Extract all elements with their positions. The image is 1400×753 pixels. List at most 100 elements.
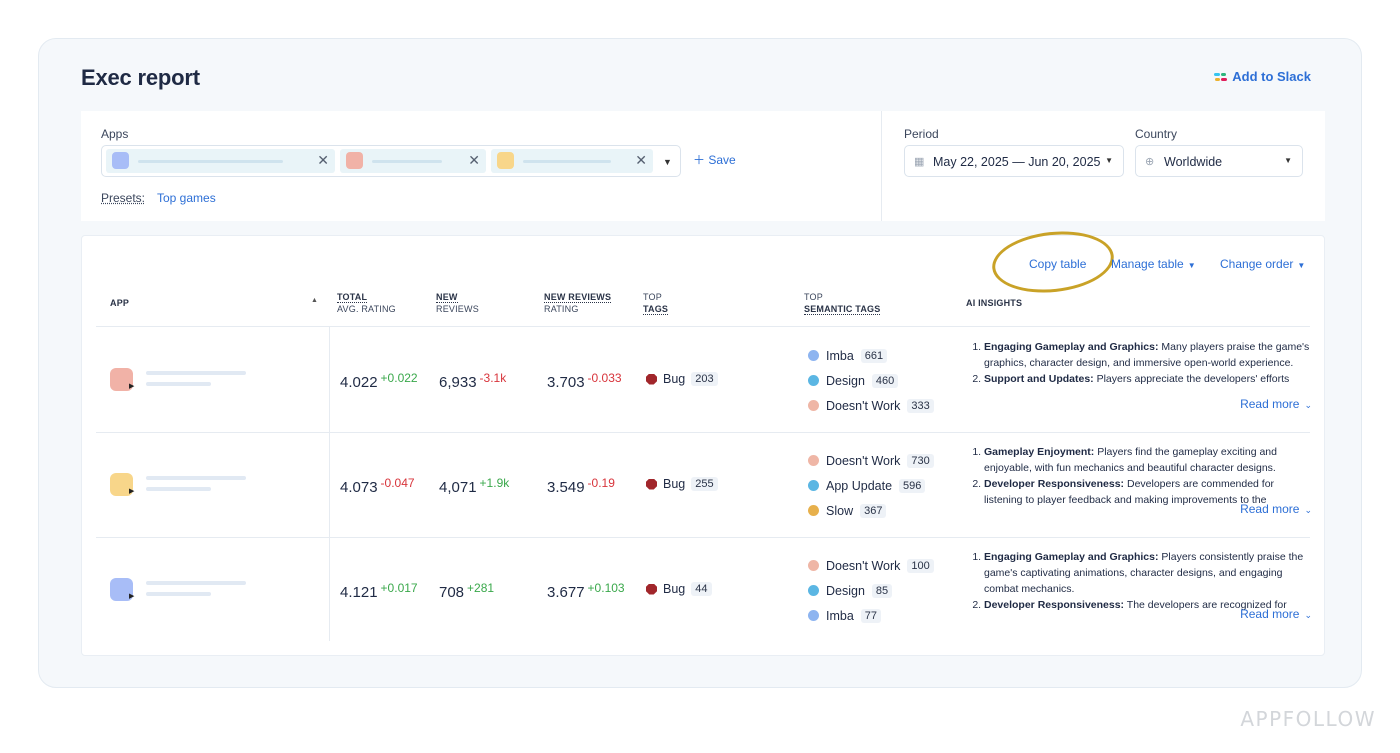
exec-table: Copy table Manage table ▼ Change order ▼ A… (81, 225, 1326, 656)
app-chip: ✕ (340, 149, 486, 173)
semantic-tag[interactable]: Doesn't Work 100 (808, 553, 934, 578)
add-to-slack-label: Add to Slack (1232, 69, 1311, 84)
semantic-tag[interactable]: Doesn't Work 730 (808, 448, 934, 473)
preset-top-games[interactable]: Top games (157, 191, 216, 205)
total-rating-cell: 4.073 -0.047 (340, 476, 415, 496)
semantic-tag[interactable]: Imba 77 (808, 603, 934, 628)
app-chip: ✕ (491, 149, 653, 173)
calendar-icon: ▦ (914, 156, 925, 168)
read-more-button[interactable]: Read more ⌄ (1240, 397, 1312, 411)
total-rating: 4.121 (340, 584, 378, 601)
new-reviews: 4,071 (439, 479, 477, 496)
new-reviews-delta: +1.9k (479, 476, 510, 490)
app-icon[interactable] (110, 368, 133, 391)
ai-insights: Engaging Gameplay and Graphics: Many pla… (960, 339, 1312, 403)
remove-chip-icon[interactable]: ✕ (635, 152, 647, 168)
apps-select[interactable]: ✕ ✕ ✕ ▼ (101, 145, 681, 177)
new-reviews: 708 (439, 584, 465, 601)
presets-label: Presets: (101, 191, 146, 205)
semantic-tag-count: 333 (907, 398, 934, 413)
slack-icon (1214, 70, 1228, 83)
total-rating-cell: 4.022 +0.022 (340, 371, 418, 391)
change-order-label: Change order (1220, 257, 1294, 271)
read-more-button[interactable]: Read more ⌄ (1240, 502, 1312, 516)
app-icon[interactable] (110, 473, 133, 496)
play-store-icon: ▶ (129, 593, 135, 600)
new-reviews-rating-delta: +0.103 (587, 581, 625, 595)
new-reviews-rating-cell: 3.703 -0.033 (547, 371, 622, 391)
app-publisher-placeholder (146, 592, 211, 596)
country-label: Country (1135, 127, 1178, 141)
total-rating-delta: -0.047 (380, 476, 415, 490)
total-rating-cell: 4.121 +0.017 (340, 581, 418, 601)
semantic-tag-name: App Update (826, 478, 893, 493)
semantic-tag[interactable]: Design 85 (808, 578, 934, 603)
insight-text: Many players praise the game's graphics,… (984, 341, 1310, 369)
chevron-down-icon[interactable]: ▼ (663, 157, 672, 167)
semantic-tag[interactable]: Design 460 (808, 368, 934, 393)
top-tag-name: Bug (663, 582, 686, 596)
manage-table-button[interactable]: Manage table ▼ (1111, 257, 1196, 271)
country-select[interactable]: ⊕ Worldwide ▼ (1135, 145, 1303, 177)
top-tag[interactable]: Bug 255 (646, 477, 718, 491)
semantic-tag[interactable]: Doesn't Work 333 (808, 393, 934, 418)
new-reviews-cell: 708 +281 (439, 581, 494, 601)
remove-chip-icon[interactable]: ✕ (468, 152, 480, 168)
ai-insights: Engaging Gameplay and Graphics: Players … (960, 549, 1312, 613)
new-reviews-rating: 3.549 (547, 479, 585, 496)
header-new-reviews-rating[interactable]: NEW REVIEWS RATING (544, 291, 612, 315)
top-tag-count: 255 (691, 477, 718, 491)
top-tag-name: Bug (663, 477, 686, 491)
new-reviews-rating-cell: 3.549 -0.19 (547, 476, 615, 496)
read-more-button[interactable]: Read more ⌄ (1240, 607, 1312, 621)
bug-tag-icon (646, 373, 657, 385)
remove-chip-icon[interactable]: ✕ (317, 152, 329, 168)
insight-title: Gameplay Enjoyment: (984, 446, 1095, 458)
semantic-tag[interactable]: Slow 367 (808, 498, 934, 523)
header-top-line1: TOP (643, 292, 662, 302)
save-button[interactable]: ＋ Save (693, 151, 736, 168)
sort-asc-icon[interactable]: ▲ (311, 297, 318, 304)
header-ai-insights: AI INSIGHTS (966, 298, 1023, 308)
copy-table-button[interactable]: Copy table (1029, 257, 1087, 271)
new-reviews: 6,933 (439, 374, 477, 391)
table-row: ▶ 4.121 +0.017 708 +281 3.677 +0.103 Bug 44 Doesn… (82, 537, 1326, 642)
insight-text: Players consistently praise the game's c… (984, 551, 1304, 595)
caret-down-icon: ▼ (1187, 261, 1196, 270)
semantic-tag-dot (808, 400, 819, 411)
total-rating: 4.022 (340, 374, 378, 391)
header-total-rating[interactable]: TOTAL AVG. RATING (337, 291, 396, 315)
globe-icon: ⊕ (1145, 156, 1155, 168)
app-chip: ✕ (106, 149, 335, 173)
insight-title: Engaging Gameplay and Graphics: (984, 551, 1159, 563)
chevron-down-icon: ▼ (1284, 156, 1292, 165)
filters-panel: Apps ✕ ✕ ✕ ▼ ＋ Save Presets: Top games P… (81, 111, 1325, 221)
play-store-icon: ▶ (129, 383, 135, 390)
semantic-tag-count: 85 (871, 583, 893, 598)
read-more-label: Read more (1240, 607, 1300, 621)
period-select[interactable]: ▦ May 22, 2025 — Jun 20, 2025 ▼ (904, 145, 1124, 177)
header-semantic-tags[interactable]: TOP SEMANTIC TAGS (804, 291, 881, 315)
header-total-line2: AVG. RATING (337, 304, 396, 314)
semantic-tag[interactable]: Imba 661 (808, 343, 934, 368)
header-total-line1: TOTAL (337, 292, 368, 303)
chevron-down-icon: ⌄ (1304, 400, 1312, 410)
header-top-tags[interactable]: TOP TAGS (643, 291, 669, 315)
semantic-tag[interactable]: App Update 596 (808, 473, 934, 498)
semantic-tag-count: 661 (860, 348, 888, 363)
top-tag[interactable]: Bug 44 (646, 582, 712, 596)
new-reviews-rating: 3.677 (547, 584, 585, 601)
read-more-label: Read more (1240, 502, 1300, 516)
new-reviews-rating: 3.703 (547, 374, 585, 391)
new-reviews-rating-delta: -0.19 (587, 476, 615, 490)
change-order-button[interactable]: Change order ▼ (1220, 257, 1305, 271)
chevron-down-icon: ▼ (1105, 156, 1113, 165)
add-to-slack-button[interactable]: Add to Slack (1214, 69, 1311, 84)
semantic-tag-dot (808, 505, 819, 516)
header-new-reviews[interactable]: NEW REVIEWS (436, 291, 479, 315)
header-app[interactable]: APP (110, 298, 130, 308)
header-sem-line2: SEMANTIC TAGS (804, 304, 881, 315)
top-tag[interactable]: Bug 203 (646, 372, 718, 386)
app-icon[interactable] (110, 578, 133, 601)
header-top-line2: TAGS (643, 304, 669, 315)
